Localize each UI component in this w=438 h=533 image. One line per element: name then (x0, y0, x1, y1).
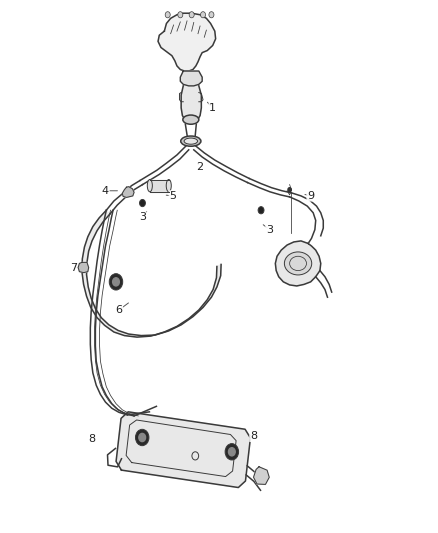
Ellipse shape (184, 138, 198, 144)
Circle shape (229, 448, 235, 456)
Text: 5: 5 (169, 191, 176, 201)
Circle shape (140, 199, 145, 207)
Text: 1: 1 (209, 103, 216, 113)
Text: 7: 7 (71, 263, 78, 272)
Text: 3: 3 (266, 224, 273, 235)
Ellipse shape (166, 180, 171, 192)
Text: 8: 8 (110, 275, 117, 285)
Ellipse shape (284, 252, 312, 275)
Circle shape (178, 12, 183, 18)
Polygon shape (276, 241, 321, 286)
Circle shape (258, 207, 264, 214)
Text: 6: 6 (116, 305, 123, 315)
Polygon shape (180, 71, 202, 86)
Ellipse shape (181, 136, 201, 146)
Polygon shape (181, 86, 201, 119)
Circle shape (189, 12, 194, 18)
Circle shape (225, 443, 239, 460)
Circle shape (113, 278, 119, 286)
Text: 3: 3 (139, 212, 146, 222)
Circle shape (135, 429, 149, 446)
Ellipse shape (147, 180, 152, 192)
Polygon shape (82, 210, 221, 337)
Polygon shape (122, 187, 134, 197)
Polygon shape (254, 467, 269, 484)
Circle shape (209, 12, 214, 18)
Text: 8: 8 (88, 434, 95, 445)
Polygon shape (150, 180, 169, 192)
Polygon shape (158, 13, 215, 71)
Polygon shape (116, 412, 251, 488)
Circle shape (288, 188, 291, 192)
Circle shape (109, 273, 123, 290)
Circle shape (201, 12, 205, 18)
Text: 9: 9 (307, 191, 314, 201)
Text: 2: 2 (197, 161, 204, 172)
Ellipse shape (183, 115, 199, 124)
Polygon shape (78, 262, 88, 273)
Circle shape (139, 433, 145, 441)
Circle shape (165, 12, 170, 18)
Text: 8: 8 (250, 431, 257, 441)
Text: 4: 4 (102, 186, 109, 196)
